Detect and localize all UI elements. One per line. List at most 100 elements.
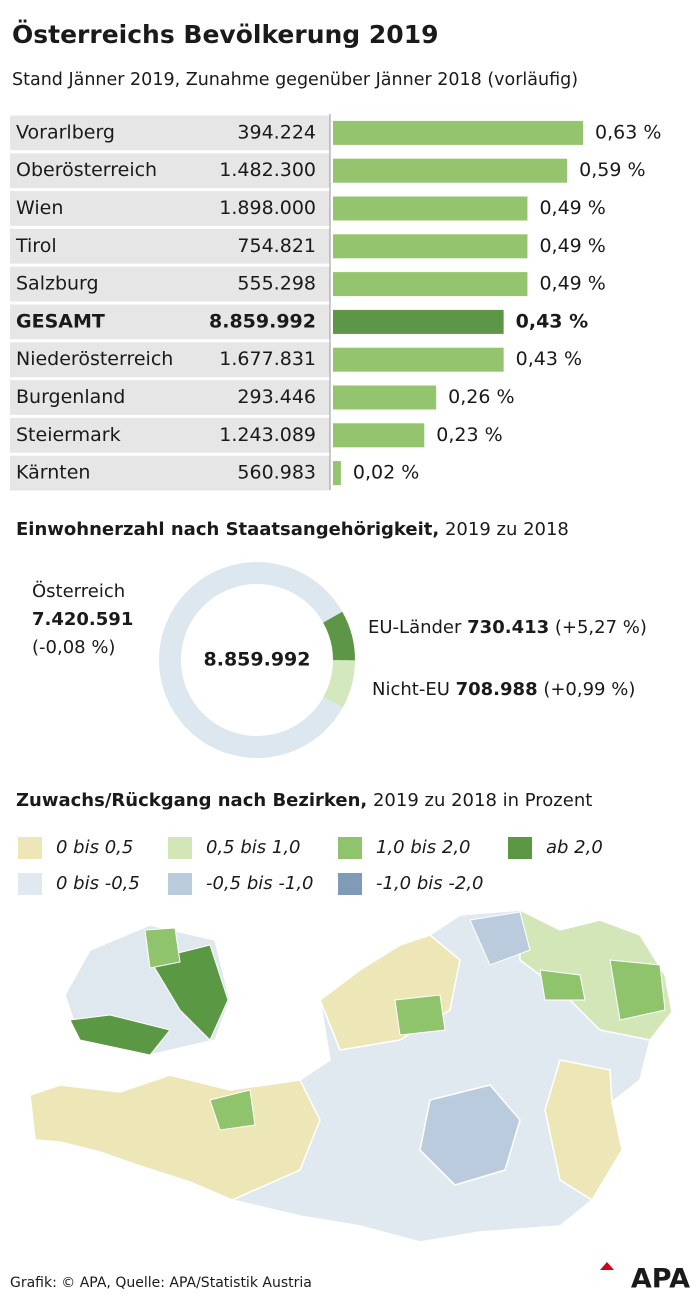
value-label: 0,59 % [579,159,645,181]
value-label: 0,63 % [595,121,661,143]
value-label: 0,43 % [516,310,589,332]
slice-change: (+0,99 %) [543,679,635,700]
title: Österreichs Bevölkerung 2019 [12,19,439,49]
donut-title: Einwohnerzahl nach Staatsangehörigkeit, [16,519,439,540]
bar [333,347,504,372]
slice-name: Österreich [32,580,125,602]
legend-swatch [18,837,42,859]
bar [333,234,528,259]
slice-value: 7.420.591 [32,609,133,630]
donut-slice [323,660,355,708]
region-name: Kärnten [16,462,90,484]
row-band [10,228,330,264]
bar [333,158,568,183]
population: 1.898.000 [219,197,316,219]
region [144,927,181,969]
legend-label: 0,5 bis 1,0 [206,837,301,858]
slice-label: Nicht-EU 708.988 (+0,99 %) [372,679,635,700]
population: 1.677.831 [219,348,316,370]
population: 555.298 [237,273,316,295]
value-label: 0,43 % [516,348,582,370]
region [149,944,229,1041]
map [29,908,673,1243]
row-band [10,342,330,378]
region-name: Burgenland [16,386,125,408]
region-name: Steiermark [16,424,121,446]
bar [333,309,504,334]
row-band [10,417,330,453]
region-name: Salzburg [16,273,99,295]
region [394,994,446,1036]
population: 8.859.992 [209,310,316,332]
slice-value: 730.413 [467,617,549,638]
row-band [10,455,330,491]
legend-label: -0,5 bis -1,0 [206,873,314,894]
population: 293.446 [237,386,316,408]
value-label: 0,49 % [539,273,605,295]
region-name: Vorarlberg [16,121,115,143]
bar [333,385,437,410]
slice-label: EU-Länder 730.413 (+5,27 %) [368,617,647,638]
legend-label: 1,0 bis 2,0 [376,837,471,858]
donut-center: 8.859.992 [204,649,311,671]
logo: APA [631,1264,690,1295]
value-label: 0,49 % [539,235,605,257]
slice-change: (-0,08 %) [32,637,115,658]
legend-label: -1,0 bis -2,0 [376,873,484,894]
row-band [10,380,330,415]
legend-label: 0 bis -0,5 [56,873,140,894]
legend-label: 0 bis 0,5 [56,837,133,858]
donut-subtitle: 2019 zu 2018 [445,519,569,540]
value-label: 0,26 % [448,386,514,408]
row-band [10,153,330,189]
bar [333,461,341,486]
value-label: 0,02 % [353,462,419,484]
source: Grafik: © APA, Quelle: APA/Statistik Aus… [10,1275,312,1291]
region-name: Wien [16,197,63,219]
region [209,1089,256,1131]
population: 1.243.089 [219,424,316,446]
region [419,1084,521,1186]
legend-swatch [168,837,192,859]
population: 394.224 [237,121,316,143]
region [544,1059,623,1202]
legend-swatch [18,873,42,895]
map-heading: Zuwachs/Rückgang nach Bezirken, 2019 zu … [16,790,592,811]
region-name: GESAMT [16,310,105,332]
subtitle: Stand Jänner 2019, Zunahme gegenüber Jän… [12,70,578,90]
legend-swatch [508,837,532,859]
population: 560.983 [237,462,316,484]
region [539,969,586,1001]
logo-mark [600,1262,614,1270]
row-band [10,266,330,302]
region [609,959,666,1021]
legend-swatch [338,837,362,859]
legend-swatch [338,873,362,895]
value-label: 0,49 % [539,197,605,219]
donut-heading: Einwohnerzahl nach Staatsangehörigkeit, … [16,519,569,540]
value-label: 0,23 % [436,424,502,446]
donut-slice [323,611,355,661]
map-title: Zuwachs/Rückgang nach Bezirken, [16,790,367,811]
region [469,911,531,966]
slice-change: (+5,27 %) [555,617,647,638]
population: 1.482.300 [219,159,316,181]
slice-name: EU-Länder [368,617,462,638]
bar [333,423,425,448]
map-subtitle: 2019 zu 2018 in Prozent [373,790,592,811]
population: 754.821 [237,235,316,257]
row-band [10,304,330,340]
row-band [10,191,330,226]
region-name: Oberösterreich [16,159,157,181]
region-name: Tirol [15,235,57,257]
legend-label: ab 2,0 [546,837,603,858]
region-name: Niederösterreich [16,348,173,370]
slice-value: 708.988 [456,679,538,700]
bar [333,120,583,145]
row-band [10,115,330,151]
slice-name: Nicht-EU [372,679,450,700]
bar [333,196,528,221]
legend-swatch [168,873,192,895]
region [69,1014,171,1056]
